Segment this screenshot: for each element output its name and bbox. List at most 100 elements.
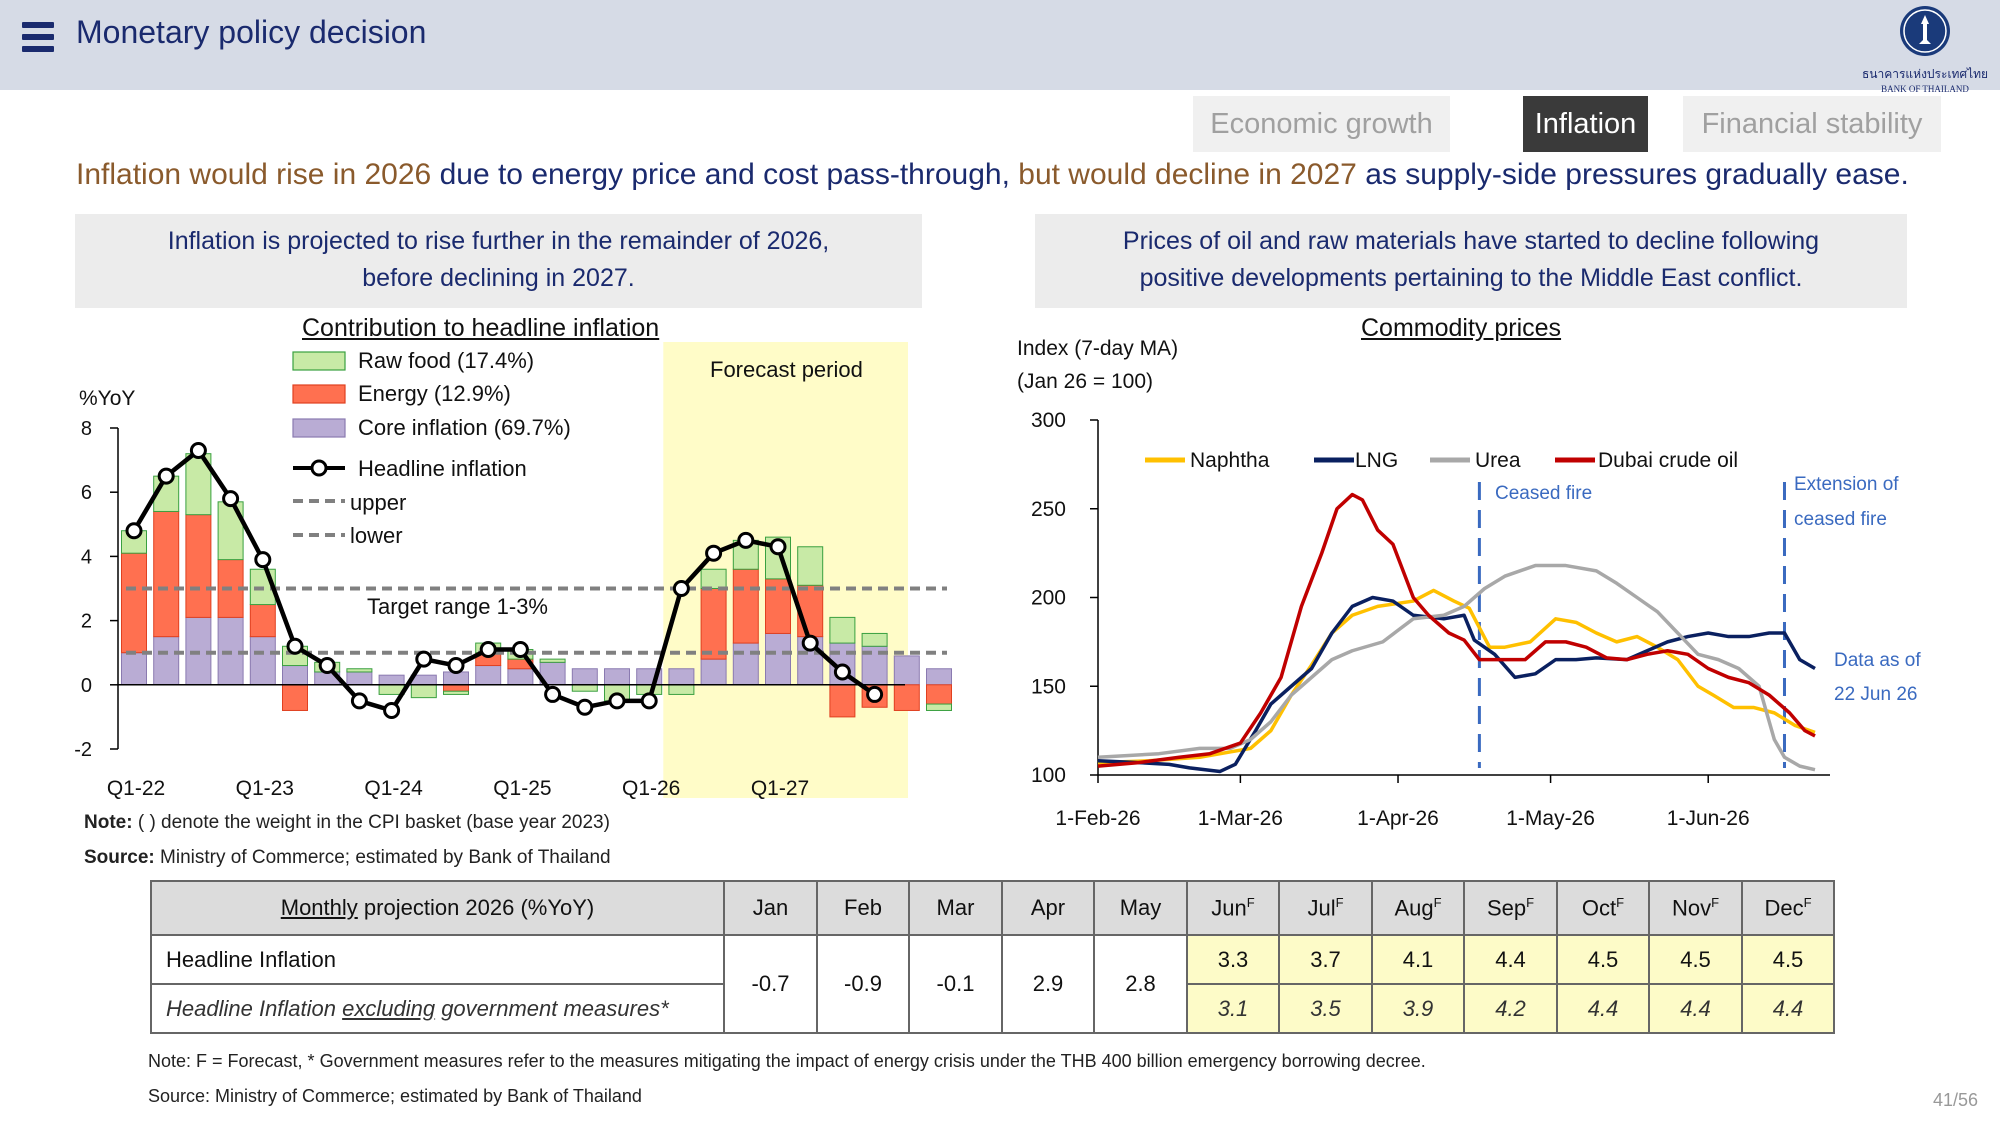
- annotation-extension-line-1: Extension of: [1794, 474, 1899, 495]
- y-tick-label: 250: [1031, 498, 1066, 521]
- bar-segment: [539, 658, 566, 663]
- y-axis-label: %YoY: [79, 387, 135, 410]
- month-header: Apr: [1001, 880, 1095, 936]
- right-chart-title: Commodity prices: [1361, 314, 1562, 342]
- bar-segment: [121, 652, 147, 686]
- headline-point: [415, 650, 433, 668]
- left-source-text: Ministry of Commerce; estimated by Bank …: [154, 847, 611, 868]
- month-header: Jan: [723, 880, 818, 936]
- y-tick-label: 300: [1031, 409, 1066, 432]
- tab-inflation[interactable]: Inflation: [1523, 96, 1648, 152]
- bar-segment: [153, 636, 180, 686]
- bar-segment: [249, 636, 276, 686]
- bar-segment: [185, 514, 212, 618]
- month-header: May: [1093, 880, 1188, 936]
- right-callout-line-1: Prices of oil and raw materials have sta…: [1122, 227, 1820, 255]
- bar-segment: [797, 546, 824, 586]
- legend-label: Headline inflation: [358, 456, 527, 481]
- headline-point: [672, 580, 690, 597]
- target-range-label: Target range 1-3%: [367, 594, 548, 619]
- left-chart-title: Contribution to headline inflation: [302, 314, 660, 342]
- month-label: Jul: [1307, 895, 1336, 921]
- bar-segment: [700, 568, 727, 589]
- bank-logo: ธนาคารแห่งประเทศไทย BANK OF THAILAND: [1860, 4, 1990, 94]
- headline-point: [769, 538, 787, 556]
- month-header: Mar: [908, 880, 1003, 936]
- forecast-value-cell: 3.9: [1371, 983, 1465, 1034]
- bar-segment: [732, 568, 759, 644]
- bar-segment: [443, 690, 469, 695]
- x-tick-label: Q1-25: [493, 777, 551, 800]
- left-source-label: Source:: [84, 847, 155, 868]
- tab-financial-stability[interactable]: Financial stability: [1683, 96, 1941, 152]
- forecast-value-cell: 3.3: [1186, 934, 1280, 985]
- bar-segment: [282, 665, 308, 686]
- x-tick-label: 1-Jun-26: [1667, 807, 1750, 830]
- bar-segment: [410, 684, 437, 699]
- page-title: Monetary policy decision: [76, 14, 427, 50]
- bar-segment: [249, 604, 276, 638]
- actual-value-cell: 2.8: [1093, 934, 1188, 1034]
- legend-label: Energy (12.9%): [358, 381, 511, 406]
- x-tick-label: 1-Feb-26: [1055, 807, 1140, 830]
- headline-point: [511, 640, 529, 658]
- month-label: Oct: [1581, 895, 1617, 921]
- actual-value-cell: -0.7: [723, 934, 818, 1034]
- y-tick-label: 100: [1031, 764, 1066, 787]
- forecast-value-cell: 3.1: [1186, 983, 1280, 1034]
- headline-point: [286, 637, 304, 655]
- bar-segment: [604, 668, 630, 686]
- headline-point: [544, 685, 562, 703]
- actual-value-cell: 2.9: [1001, 934, 1095, 1034]
- bar-segment: [700, 658, 727, 686]
- forecast-mark: F: [1526, 894, 1535, 910]
- forecast-value-cell: 4.5: [1556, 934, 1650, 985]
- bank-seal-icon: [1900, 6, 1950, 56]
- annotation-ceased-fire: Ceased fire: [1495, 483, 1592, 504]
- tab-economic-growth[interactable]: Economic growth: [1193, 96, 1450, 152]
- bar-segment: [443, 684, 469, 692]
- forecast-value-cell: 4.4: [1556, 983, 1650, 1034]
- month-header-forecast: NovF: [1648, 880, 1743, 936]
- headline-point: [254, 551, 272, 569]
- footer-note: Note: F = Forecast, * Government measure…: [148, 1051, 1426, 1071]
- forecast-mark: F: [1246, 894, 1255, 910]
- forecast-value-cell: 4.4: [1741, 983, 1835, 1034]
- month-header-forecast: JulF: [1278, 880, 1373, 936]
- hamburger-menu-icon[interactable]: [22, 22, 54, 52]
- legend-label: Raw food (17.4%): [358, 348, 534, 373]
- table-title-cell: Monthly projection 2026 (%YoY): [150, 880, 725, 936]
- x-tick-label: Q1-23: [236, 777, 294, 800]
- bar-segment: [926, 703, 952, 711]
- bar-segment: [153, 510, 180, 638]
- forecast-mark: F: [1803, 894, 1812, 910]
- headline-point: [318, 657, 336, 675]
- legend-label: Naphtha: [1190, 449, 1270, 472]
- row2-label-pre: Headline Inflation: [166, 995, 343, 1021]
- bar-segment: [121, 552, 147, 654]
- row-label-excluding: Headline Inflation excluding government …: [150, 983, 725, 1034]
- actual-value-cell: -0.9: [816, 934, 910, 1034]
- forecast-mark: F: [1711, 894, 1720, 910]
- headline-point: [447, 657, 465, 675]
- headline-point: [866, 685, 884, 703]
- headline-point: [383, 701, 401, 719]
- forecast-value-cell: 4.1: [1371, 934, 1465, 985]
- headline-point: [833, 663, 851, 681]
- headline-point: [479, 640, 497, 658]
- top-bar: Monetary policy decision ธนาคารแห่งประเท…: [0, 0, 2000, 94]
- bar-segment: [668, 668, 695, 686]
- logo-english-text: BANK OF THAILAND: [1881, 84, 1969, 94]
- bar-segment: [668, 684, 695, 695]
- x-tick-label: 1-Mar-26: [1198, 807, 1283, 830]
- legend-swatch: [292, 418, 346, 438]
- data-as-of-line-2: 22 Jun 26: [1834, 684, 1917, 705]
- headline-part-4: as supply-side pressures gradually ease.: [1356, 158, 1909, 191]
- headline-point: [576, 698, 594, 716]
- bar-segment: [571, 668, 598, 686]
- y-tick-label: -2: [74, 739, 92, 761]
- y-tick-label: 150: [1031, 675, 1066, 698]
- headline-point: [737, 531, 755, 549]
- y-tick-label: 0: [81, 675, 92, 697]
- actual-value-cell: -0.1: [908, 934, 1003, 1034]
